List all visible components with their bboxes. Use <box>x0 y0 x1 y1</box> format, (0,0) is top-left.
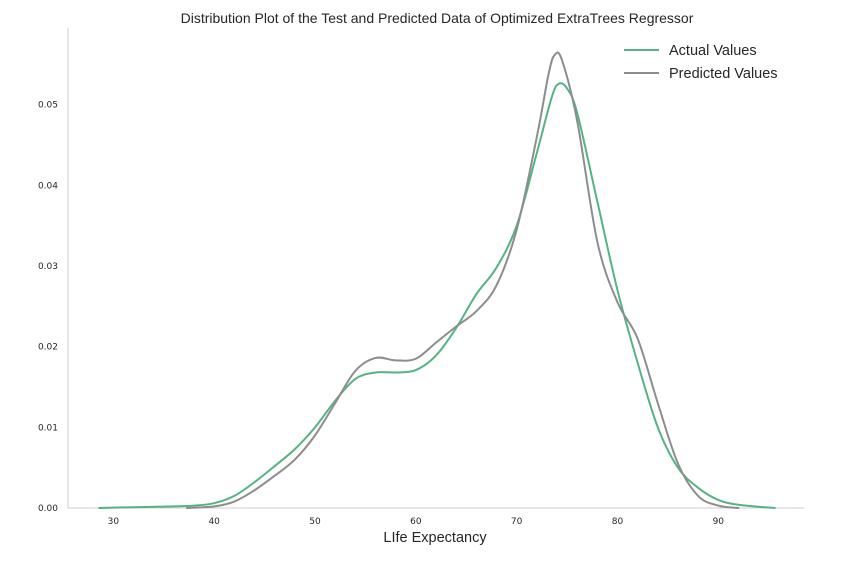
x-tick-label: 90 <box>713 517 725 527</box>
legend: Actual Values Predicted Values <box>624 43 778 82</box>
y-tick-label: 0.05 <box>38 101 58 111</box>
y-tick-label: 0.02 <box>38 343 58 353</box>
y-tick-labels: 0.00 0.01 0.02 0.03 0.04 0.05 <box>38 101 58 514</box>
y-tick-label: 0.01 <box>38 423 58 433</box>
actual-values-line <box>98 82 776 509</box>
y-tick-label: 0.00 <box>38 504 58 514</box>
x-tick-label: 30 <box>108 517 120 527</box>
y-tick-label: 0.03 <box>38 262 58 272</box>
x-tick-label: 70 <box>511 517 523 527</box>
x-tick-label: 80 <box>612 517 624 527</box>
predicted-values-line <box>185 51 740 509</box>
y-tick-label: 0.04 <box>38 181 58 191</box>
x-tick-label: 60 <box>410 517 422 527</box>
legend-label-predicted-values: Predicted Values <box>669 66 778 82</box>
legend-label-actual-values: Actual Values <box>669 43 757 59</box>
chart-title: Distribution Plot of the Test and Predic… <box>181 10 694 26</box>
x-axis-label: LIfe Expectancy <box>383 530 487 546</box>
x-tick-label: 50 <box>309 517 321 527</box>
x-tick-labels: 30 40 50 60 70 80 90 <box>108 517 725 527</box>
x-tick-label: 40 <box>208 517 220 527</box>
series-lines <box>98 51 776 509</box>
